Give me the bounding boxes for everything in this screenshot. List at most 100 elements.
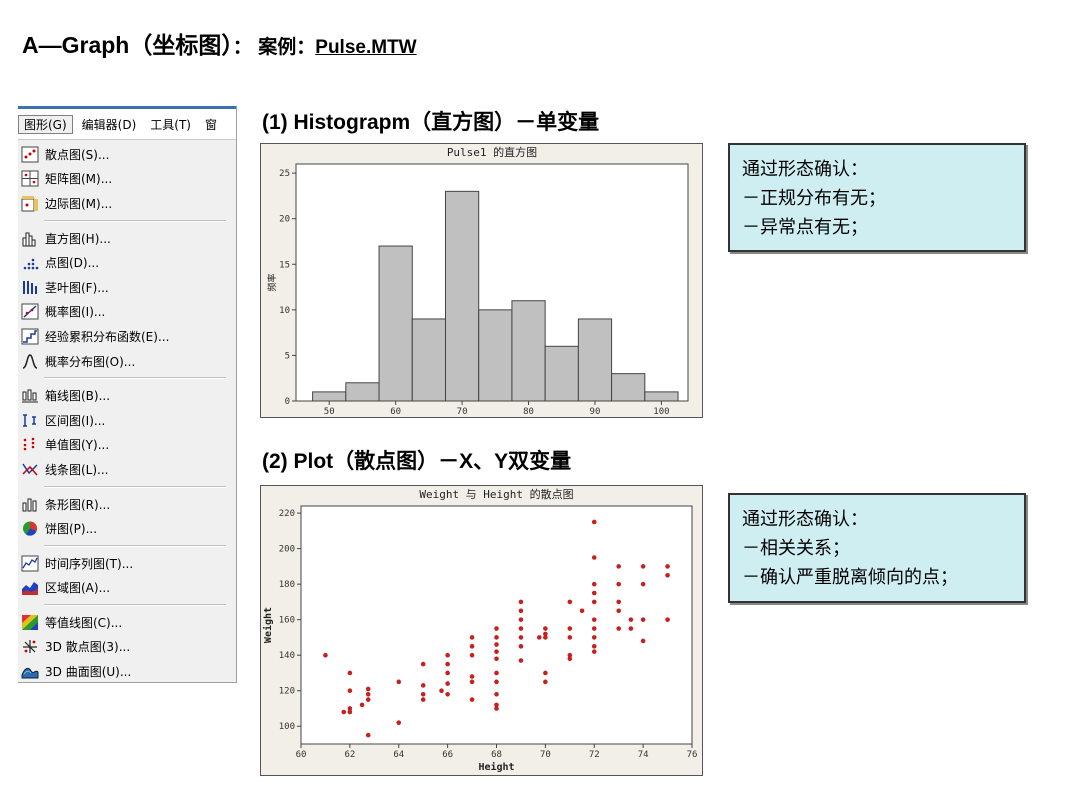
scatter-panel: Weight 与 Height 的散点图 Height Weight 100 120 14…: [260, 485, 703, 776]
menu-item-bar-chart[interactable]: 条形图(R)...: [18, 492, 236, 517]
menu-item-dotplot[interactable]: 点图(D)...: [18, 250, 236, 275]
note2-line: 通过形态确认：: [742, 509, 868, 530]
menu-item-scatter-plot[interactable]: 散点图(S)...: [18, 142, 236, 167]
scatter-point: [469, 652, 475, 658]
menu-item-interval-plot[interactable]: 区间图(I)...: [18, 408, 236, 433]
note1-line: 通过形态确认：: [742, 159, 868, 180]
note1-line: －正规分布有无；: [742, 188, 886, 209]
y-tick-label: 0: [285, 397, 290, 407]
x-tick-label: 70: [540, 750, 551, 760]
menu-item-individual-value-plot[interactable]: 单值图(Y)...: [18, 433, 236, 458]
y-tick-label: 25: [279, 169, 290, 179]
menu-item-3d-surface[interactable]: 3D 曲面图(U)...: [18, 659, 236, 682]
scatter-point: [616, 608, 621, 614]
x-tick-label: 60: [296, 750, 307, 760]
scatter-point: [365, 691, 371, 697]
menubar-graph[interactable]: 图形(G): [18, 114, 73, 134]
menu-item-histogram[interactable]: 直方图(H)...: [18, 226, 236, 251]
scatter-point: [591, 581, 597, 587]
histogram-bar: [312, 391, 347, 402]
scatter-point: [591, 555, 597, 560]
scatter-point: [591, 590, 597, 596]
case-file-link[interactable]: Pulse.MTW: [315, 37, 417, 58]
marginal-plot-icon: [21, 195, 39, 212]
x-tick-label: 50: [324, 407, 335, 417]
dotplot-icon: [21, 254, 39, 271]
x-tick-label: 72: [589, 750, 600, 760]
menu-item-line-plot[interactable]: 线条图(L)...: [18, 457, 236, 482]
x-tick-label: 76: [687, 750, 698, 760]
scatter-point: [567, 635, 573, 640]
x-tick-label: 90: [590, 407, 601, 417]
scatter-point: [420, 683, 426, 688]
title-colon: ：: [232, 37, 252, 58]
scatter-point: [396, 720, 402, 725]
y-tick-label: 160: [279, 616, 295, 626]
scatter-point: [640, 617, 646, 622]
graph-menu: 图形(G) 编辑器(D) 工具(T) 窗 散点图(S)... 矩阵图(M)... 边…: [18, 106, 237, 683]
scatter-point: [665, 564, 670, 569]
menu-item-marginal-plot[interactable]: 边际图(M)...: [18, 191, 236, 216]
probability-plot-icon: [21, 303, 39, 320]
histogram-bar: [577, 318, 613, 402]
menu-item-time-series[interactable]: 时间序列图(T)...: [18, 551, 236, 576]
section1-title: (1) Histograpm（直方图）－单变量: [262, 111, 600, 134]
scatter-point: [341, 709, 347, 715]
menu-item-3d-scatter[interactable]: 3D 散点图(3)...: [18, 635, 236, 660]
scatter-point: [347, 709, 353, 715]
scatter-point: [494, 702, 499, 708]
menubar-tools[interactable]: 工具(T): [150, 117, 191, 132]
scatter-point: [536, 635, 542, 640]
menu-item-stem-leaf[interactable]: 茎叶图(F)...: [18, 275, 236, 300]
scatter-point: [365, 732, 371, 738]
scatter-point: [494, 706, 499, 711]
histogram-bar: [611, 373, 646, 402]
y-tick-label: 10: [279, 306, 290, 316]
scatter-point: [567, 599, 573, 605]
y-axis-label: Weight: [262, 607, 274, 643]
menubar-editor[interactable]: 编辑器(D): [81, 117, 137, 132]
scatter-plot-icon: [21, 146, 39, 163]
x-tick-label: 70: [457, 407, 468, 417]
note1-line: －异常点有无；: [742, 217, 868, 238]
scatter-point: [518, 644, 524, 649]
menubar-window[interactable]: 窗: [204, 117, 217, 132]
menu-bar: 图形(G) 编辑器(D) 工具(T) 窗: [18, 106, 236, 140]
menu-item-probability-plot[interactable]: 概率图(I)...: [18, 300, 236, 325]
menu-item-distribution-plot[interactable]: 概率分布图(O)...: [18, 349, 236, 374]
scatter-point: [543, 679, 548, 685]
menu-item-area-graph[interactable]: 区域图(A)...: [18, 576, 236, 601]
scatter-point: [445, 652, 450, 658]
menu-item-boxplot[interactable]: 箱线图(B)...: [18, 383, 236, 408]
scatter-point: [579, 608, 585, 614]
scatter-point: [543, 670, 548, 676]
scatter-point: [665, 572, 670, 578]
scatter-point: [543, 631, 548, 637]
pie-chart-icon: [21, 520, 39, 537]
scatter-point: [518, 608, 524, 614]
scatter-point: [616, 626, 621, 631]
scatter-point: [494, 649, 499, 654]
menu-item-pie-chart[interactable]: 饼图(P)...: [18, 516, 236, 541]
scatter-point: [347, 706, 353, 711]
menu-item-ecdf[interactable]: 经验累积分布函数(E)...: [18, 324, 236, 349]
histogram-bar: [378, 245, 413, 402]
menu-item-matrix-plot[interactable]: 矩阵图(M)...: [18, 167, 236, 192]
menu-item-label: 点图(D)...: [45, 256, 100, 271]
scatter-point: [591, 635, 597, 640]
menu-item-label: 区间图(I)...: [45, 413, 106, 428]
scatter-point: [365, 697, 371, 702]
stem-leaf-icon: [21, 279, 39, 296]
scatter-point: [518, 626, 524, 631]
scatter-point: [323, 652, 328, 658]
menu-item-contour-plot[interactable]: 等值线图(C)...: [18, 610, 236, 635]
scatter-point: [347, 670, 353, 676]
x-tick-label: 80: [523, 407, 534, 417]
menu-item-label: 概率分布图(O)...: [45, 354, 136, 369]
scatter-point: [518, 599, 524, 605]
scatter-point: [567, 652, 573, 658]
x-tick-label: 100: [653, 407, 669, 417]
y-axis-label: 频率: [266, 273, 278, 291]
scatter-point: [347, 688, 353, 694]
